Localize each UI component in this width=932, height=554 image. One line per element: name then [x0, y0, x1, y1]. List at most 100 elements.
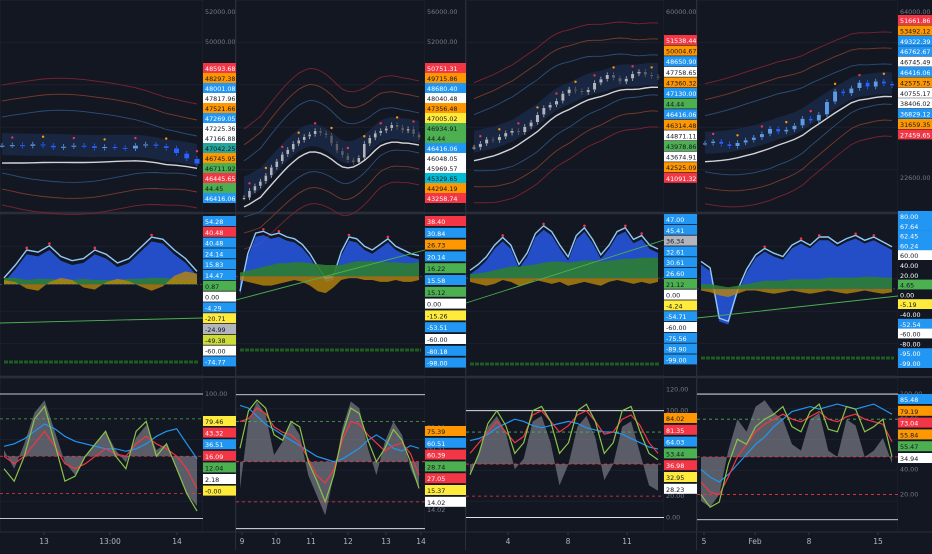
price-label: 36829.12	[900, 111, 931, 119]
osc-tag	[425, 334, 466, 344]
candle-body	[19, 144, 26, 147]
candle-body	[81, 145, 87, 148]
osc-label: -74.77	[205, 358, 226, 366]
osc2-tag	[203, 485, 236, 496]
price-label: 47005.02	[427, 115, 458, 123]
price-label: 46314.48	[666, 122, 697, 130]
candle-body	[529, 122, 533, 127]
osc-tag	[898, 289, 932, 300]
osc-tag	[664, 278, 697, 289]
price-label: 46745.49	[900, 59, 931, 67]
candle-body	[865, 82, 870, 88]
x-tick-label: 14	[172, 537, 182, 546]
osc-tag	[425, 239, 466, 250]
osc-label: 0.87	[205, 283, 219, 291]
price-tag	[898, 15, 932, 25]
candle-body	[816, 114, 822, 121]
oscillator-line-green	[469, 403, 659, 476]
candle-body	[618, 77, 622, 82]
osc-label: -60.00	[900, 331, 921, 339]
envelope-band	[243, 84, 420, 146]
osc2-label: 55.47	[900, 443, 918, 451]
osc-tag	[898, 338, 932, 349]
price-label: 43978.86	[666, 143, 697, 151]
osc-label: -54.71	[666, 313, 687, 321]
osc2-label: 2.18	[205, 476, 219, 484]
osc-label: -89.90	[666, 346, 687, 354]
signal-dot	[165, 137, 168, 140]
osc2-tag	[425, 485, 466, 495]
osc2-label: 53.44	[666, 450, 684, 458]
price-tag	[898, 25, 932, 36]
trend-line	[465, 239, 665, 304]
osc-tag	[203, 259, 236, 270]
osc-tag	[898, 230, 932, 241]
osc-label: -52.54	[900, 321, 921, 329]
osc2-label: 32.95	[666, 474, 684, 482]
candle-body	[751, 137, 757, 141]
candle-body	[599, 78, 603, 83]
osc-tag	[898, 220, 932, 231]
candle-body	[132, 145, 139, 149]
osc-tag	[664, 268, 697, 278]
candle-body	[637, 71, 641, 74]
signal-dot	[330, 126, 333, 130]
envelope-band	[243, 100, 420, 162]
green-band	[240, 261, 419, 277]
candle-body	[800, 118, 805, 126]
candle-body	[40, 144, 46, 146]
peak-dot	[799, 237, 803, 240]
candle-body	[346, 155, 350, 161]
osc-tag	[425, 345, 466, 356]
signal-dot	[809, 109, 812, 113]
osc-label: -60.00	[666, 324, 687, 332]
envelope-band	[1, 204, 198, 215]
osc2-tag	[203, 462, 236, 473]
osc-tag	[203, 324, 236, 334]
x-tick-label: 4	[506, 537, 511, 546]
price-tag	[425, 113, 466, 123]
osc-tag	[203, 270, 236, 280]
osc2-label: 43.32	[205, 430, 223, 438]
oscillator-line-green	[700, 403, 893, 508]
osc2-label: 75.39	[427, 428, 445, 436]
candle-body	[573, 89, 578, 91]
price-label: 46416.06	[666, 111, 697, 119]
signal-dot	[248, 182, 251, 185]
price-tag	[664, 151, 697, 162]
osc-tag	[203, 248, 236, 259]
price-label: 43258.74	[427, 195, 458, 203]
y-tick-label: 52000.00	[427, 38, 458, 46]
osc-tag	[664, 235, 697, 246]
price-label: 47356.48	[427, 105, 458, 113]
price-label: 53492.12	[900, 27, 931, 35]
osc-label: 30.61	[666, 259, 684, 267]
candle-body	[560, 93, 565, 102]
candle-body	[329, 135, 334, 144]
peak-dot	[624, 224, 627, 228]
osc2-tag	[664, 460, 697, 471]
osc-tag	[898, 269, 932, 280]
price-label: 47225.36	[205, 125, 236, 133]
price-tag	[664, 130, 697, 141]
candle-body	[406, 128, 410, 131]
signal-dot	[363, 135, 366, 138]
price-tag	[664, 141, 697, 151]
candle-body	[611, 74, 616, 79]
candle-body	[735, 142, 740, 147]
y-tick-label: 100.00	[205, 390, 227, 398]
osc2-tag	[898, 394, 932, 404]
osc2-label: -0.00	[205, 488, 222, 496]
price-label: 45329.65	[427, 175, 458, 183]
osc-label: 26.73	[427, 242, 445, 250]
price-tag	[664, 45, 697, 56]
osc-tag	[898, 328, 932, 339]
signal-dot	[785, 120, 788, 124]
price-label: 47166.88	[205, 135, 236, 143]
candle-body	[50, 145, 57, 148]
envelope-band	[473, 110, 659, 188]
green-band	[470, 257, 658, 279]
osc-tag	[664, 332, 697, 343]
oscillator-line-blue	[700, 403, 893, 483]
osc-tag	[664, 311, 697, 322]
